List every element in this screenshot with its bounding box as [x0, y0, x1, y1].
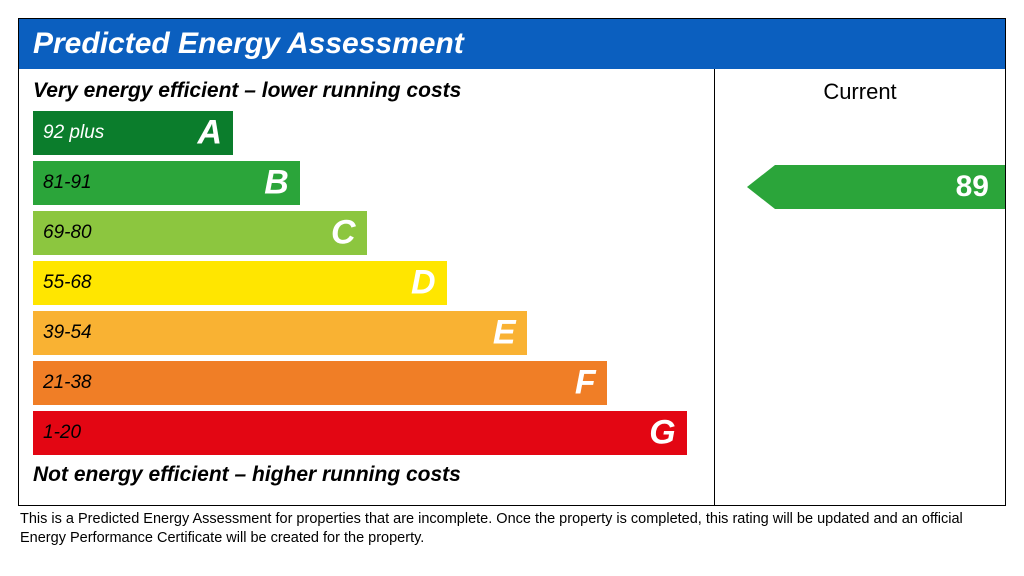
band-row: 39-54 E — [33, 311, 700, 355]
band-bar-e: 39-54 E — [33, 311, 527, 355]
chart-title: Predicted Energy Assessment — [19, 19, 1005, 69]
band-row: 1-20 G — [33, 411, 700, 455]
footnote-text: This is a Predicted Energy Assessment fo… — [18, 510, 1006, 548]
energy-assessment-card: Predicted Energy Assessment Very energy … — [18, 18, 1006, 506]
band-range-label: 21-38 — [43, 372, 92, 394]
subhead-top: Very energy efficient – lower running co… — [33, 79, 700, 103]
arrow-tip-icon — [747, 165, 775, 209]
band-letter: B — [264, 164, 290, 203]
band-letter: C — [331, 214, 357, 253]
band-row: 69-80 C — [33, 211, 700, 255]
band-range-label: 55-68 — [43, 272, 92, 294]
subhead-bottom: Not energy efficient – higher running co… — [33, 463, 700, 487]
current-pane: Current 89 — [715, 69, 1005, 505]
band-range-label: 81-91 — [43, 172, 92, 194]
band-row: 21-38 F — [33, 361, 700, 405]
band-letter: F — [575, 364, 597, 403]
band-bar-d: 55-68 D — [33, 261, 447, 305]
band-bar-f: 21-38 F — [33, 361, 607, 405]
current-rating-arrow: 89 — [747, 165, 1005, 209]
chart-body: Very energy efficient – lower running co… — [19, 69, 1005, 505]
band-letter: G — [649, 414, 676, 453]
band-bar-b: 81-91 B — [33, 161, 300, 205]
bands-container: 92 plus A 81-91 B 69-80 C 55-68 D 39-54 E 21-38 F 1-… — [33, 111, 700, 455]
band-row: 92 plus A — [33, 111, 700, 155]
current-rating-value: 89 — [775, 165, 1005, 209]
band-bar-c: 69-80 C — [33, 211, 367, 255]
band-row: 55-68 D — [33, 261, 700, 305]
band-bar-g: 1-20 G — [33, 411, 687, 455]
band-bar-a: 92 plus A — [33, 111, 233, 155]
bands-pane: Very energy efficient – lower running co… — [19, 69, 715, 505]
band-letter: D — [411, 264, 437, 303]
band-range-label: 1-20 — [43, 422, 81, 444]
band-letter: E — [493, 314, 517, 353]
band-letter: A — [198, 114, 224, 153]
band-row: 81-91 B — [33, 161, 700, 205]
band-range-label: 69-80 — [43, 222, 92, 244]
band-range-label: 92 plus — [43, 122, 104, 144]
band-range-label: 39-54 — [43, 322, 92, 344]
current-column-label: Current — [715, 79, 1005, 105]
